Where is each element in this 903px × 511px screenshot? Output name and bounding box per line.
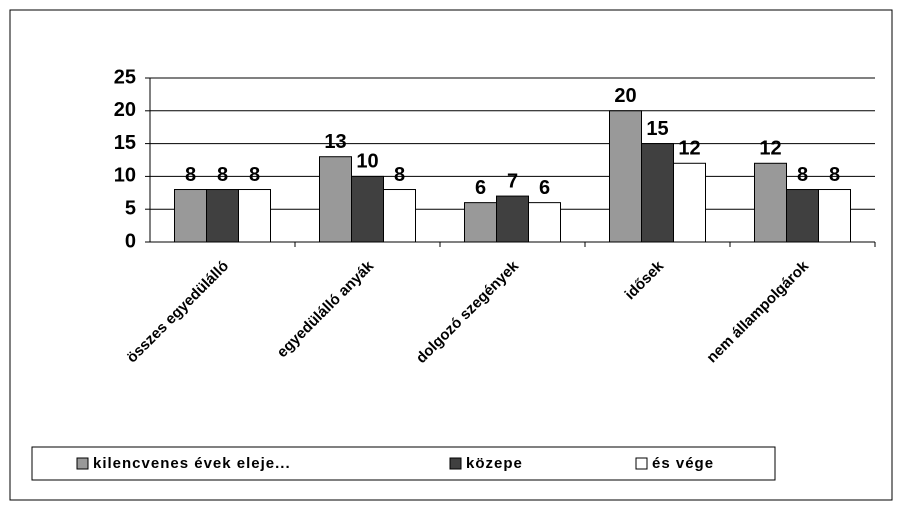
y-tick-label: 15 [114, 132, 136, 154]
bar [673, 162, 706, 243]
bar [641, 143, 674, 243]
legend-box [31, 446, 776, 481]
bar [496, 195, 529, 243]
legend-label: és vége [652, 455, 714, 472]
data-label: 6 [475, 177, 486, 199]
data-label: 20 [614, 85, 636, 107]
data-label: 8 [249, 164, 260, 186]
y-tick-label: 5 [125, 197, 136, 219]
legend-swatch [449, 457, 462, 470]
bar [351, 175, 384, 243]
bar [754, 162, 787, 243]
y-tick-label: 10 [114, 165, 136, 187]
bar [206, 189, 239, 243]
chart-border [9, 9, 893, 501]
bar [238, 189, 271, 243]
data-label: 8 [185, 164, 196, 186]
bar [383, 189, 416, 243]
bar [528, 202, 561, 243]
y-tick-label: 0 [125, 230, 136, 252]
data-label: 8 [829, 164, 840, 186]
data-label: 12 [759, 138, 781, 160]
bar [609, 110, 642, 243]
bar [786, 189, 819, 243]
bar [174, 189, 207, 243]
legend-swatch [635, 457, 648, 470]
data-label: 12 [678, 138, 700, 160]
legend-label: közepe [466, 455, 523, 472]
y-tick-label: 20 [114, 99, 136, 121]
bar [464, 202, 497, 243]
data-label: 8 [217, 164, 228, 186]
data-label: 13 [324, 131, 346, 153]
data-label: 10 [356, 151, 378, 173]
legend-swatch [76, 457, 89, 470]
bar [319, 156, 352, 243]
data-label: 15 [646, 118, 668, 140]
y-tick-label: 25 [114, 66, 136, 88]
data-label: 8 [394, 164, 405, 186]
legend-label: kilencvenes évek eleje... [93, 455, 291, 472]
data-label: 6 [539, 177, 550, 199]
bar [818, 189, 851, 243]
data-label: 7 [507, 170, 518, 192]
data-label: 8 [797, 164, 808, 186]
